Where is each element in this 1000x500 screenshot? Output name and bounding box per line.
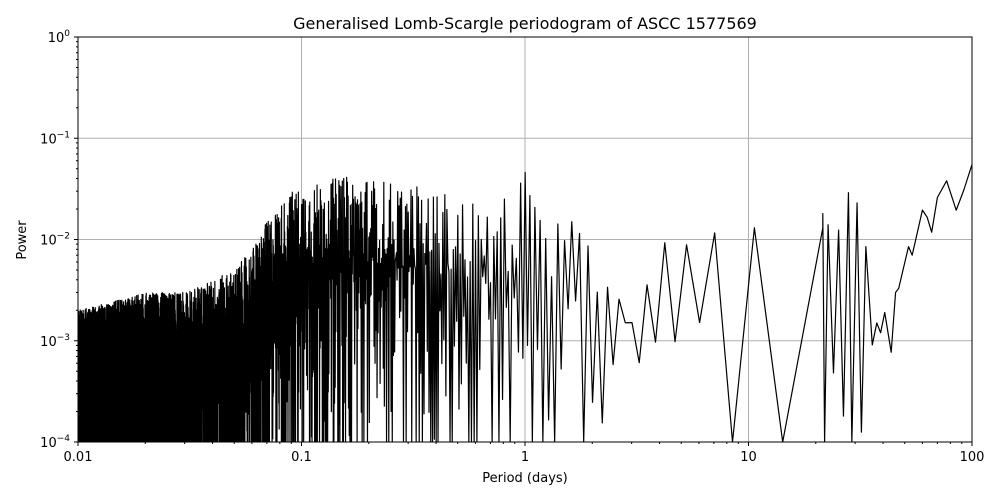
x-axis-label: Period (days) [482, 471, 568, 486]
x-tick-label: 100 [960, 450, 985, 465]
periodogram-line [78, 164, 972, 442]
y-axis-label: Power [15, 220, 30, 260]
y-tick-label: 10−1 [40, 130, 70, 147]
chart-title: Generalised Lomb-Scargle periodogram of … [293, 14, 757, 33]
x-tick-label: 1 [521, 450, 529, 465]
axis-ticks: 0.01 0.1 1 10 100 10−4 10−3 10−2 10−1 100 [40, 29, 984, 465]
y-tick-label: 10−3 [40, 333, 70, 350]
y-tick-label: 10−2 [40, 232, 70, 249]
y-tick-label: 10−4 [40, 434, 70, 451]
x-tick-label: 0.1 [291, 450, 312, 465]
x-tick-label: 10 [740, 450, 757, 465]
y-tick-label: 100 [48, 29, 71, 46]
x-tick-label: 0.01 [64, 450, 93, 465]
